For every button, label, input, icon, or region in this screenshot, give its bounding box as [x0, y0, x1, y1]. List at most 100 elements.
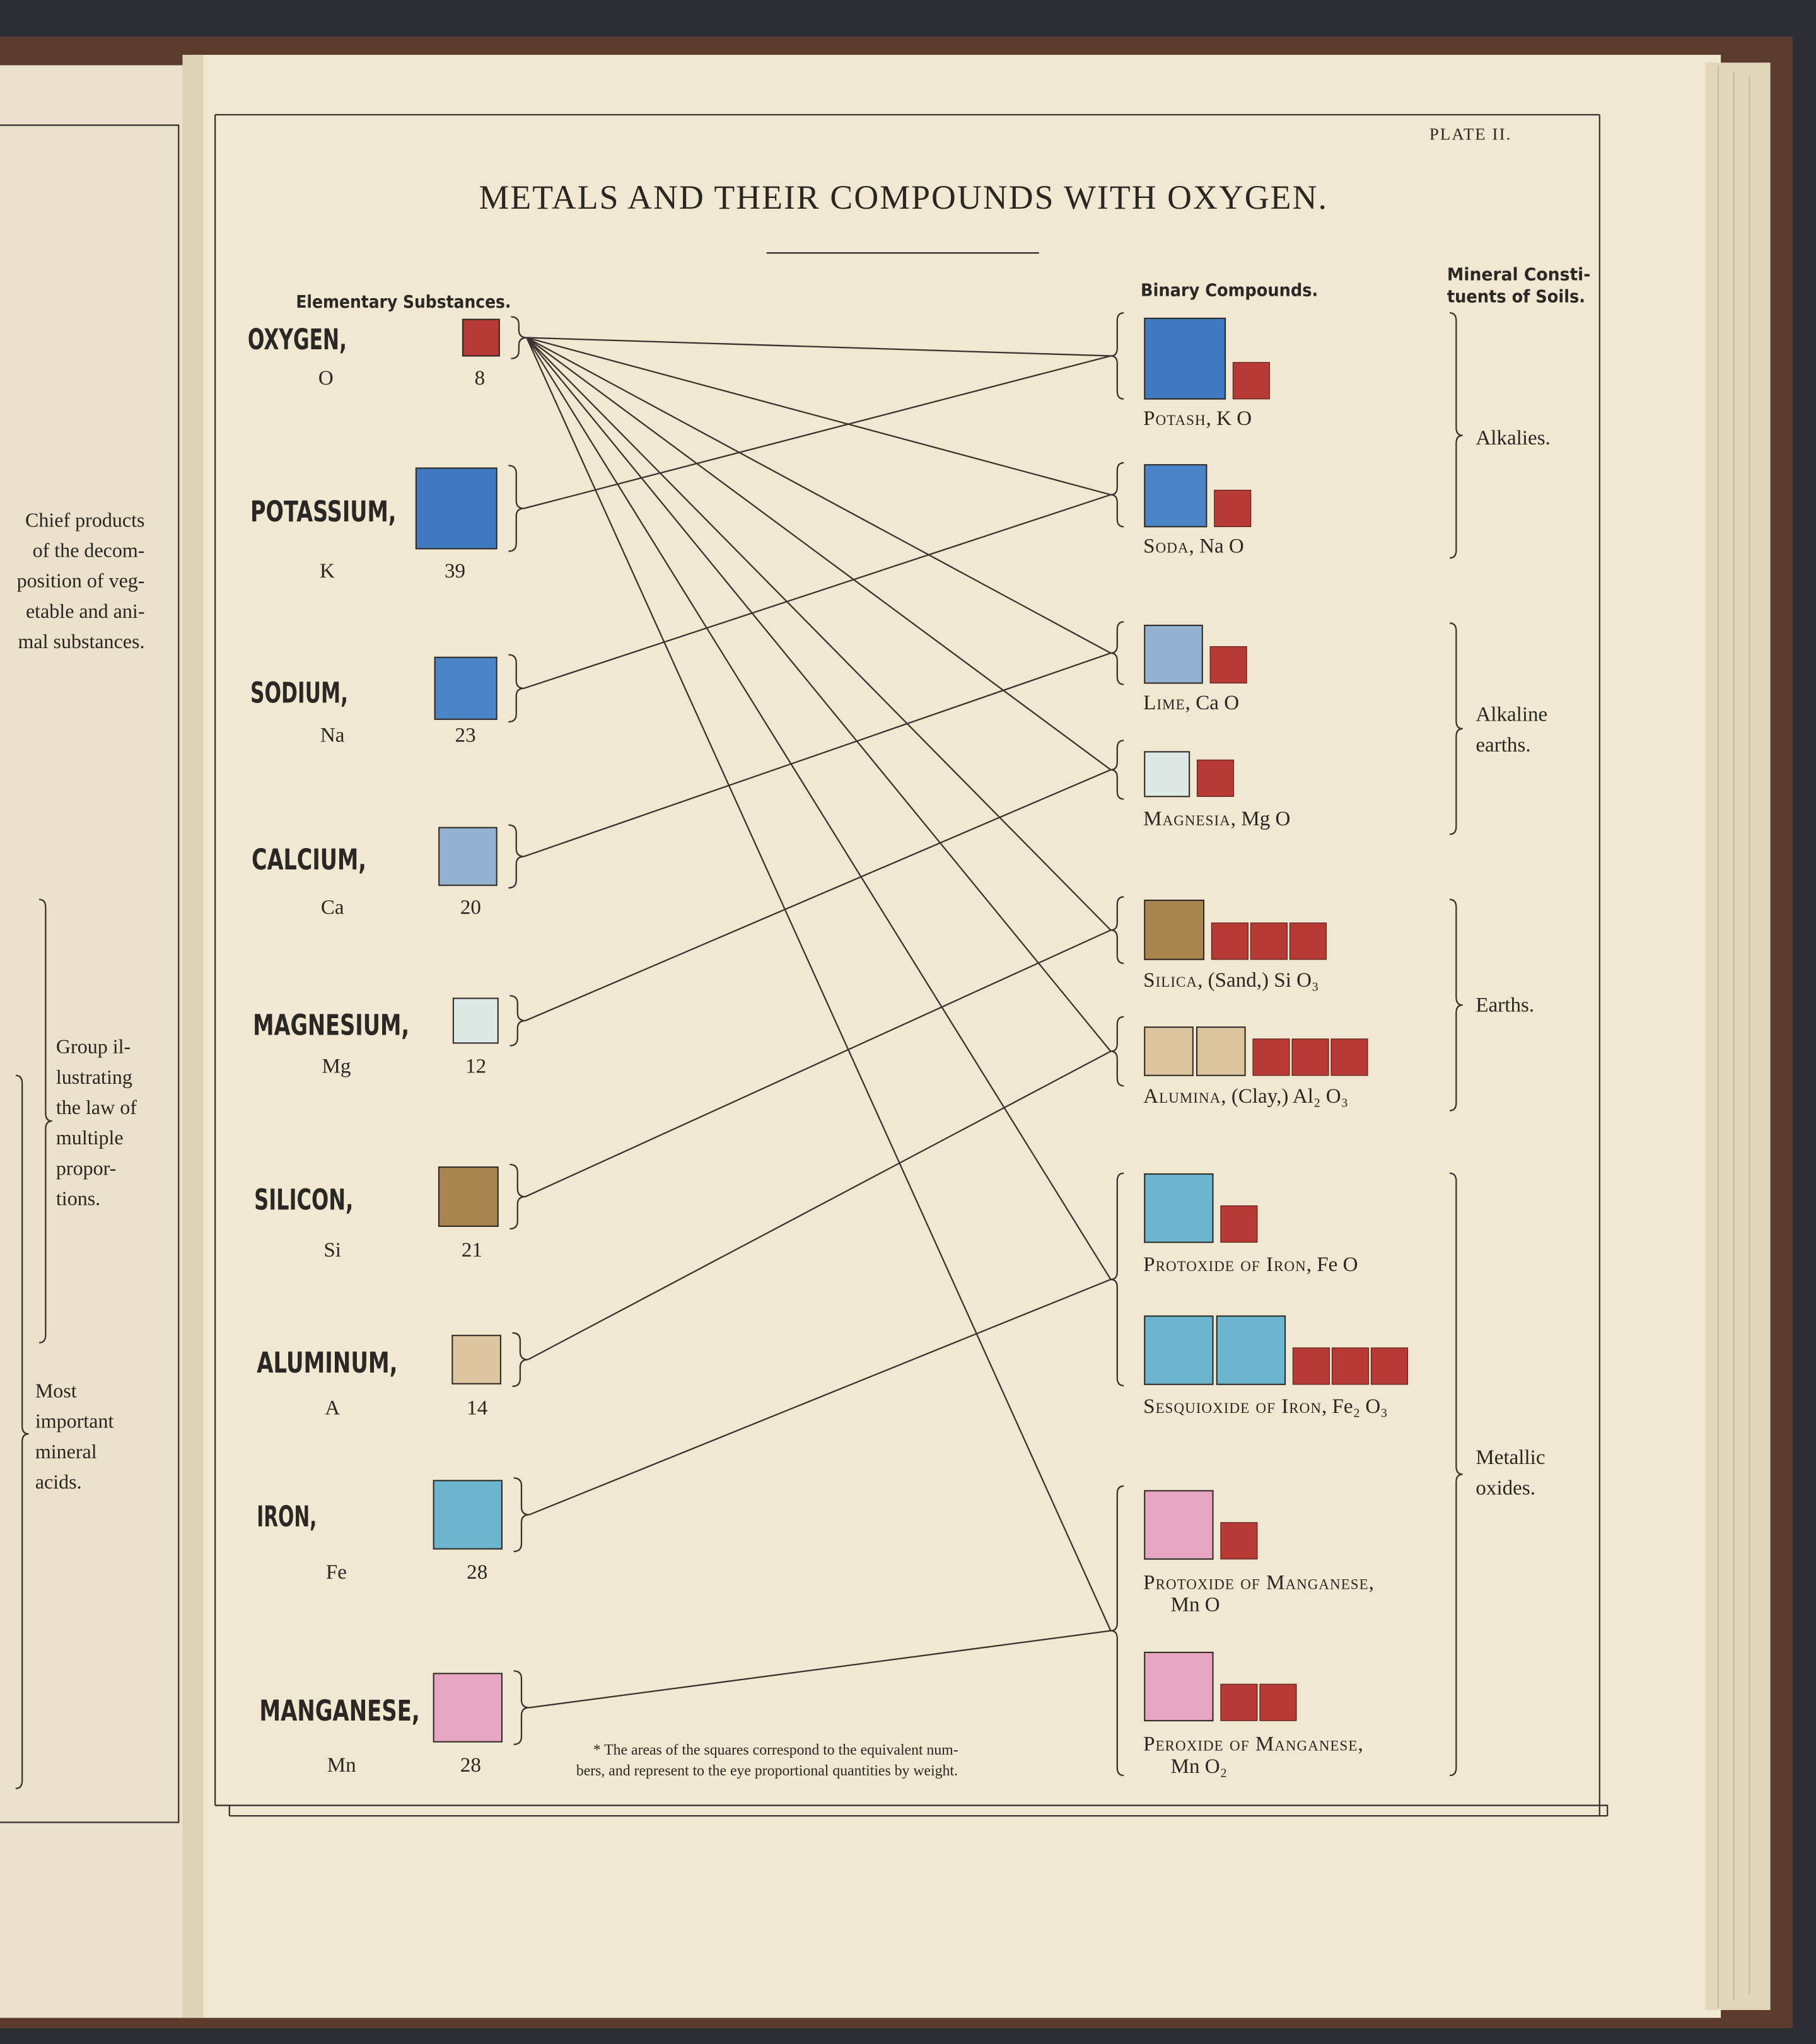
margin-note: important: [35, 1410, 114, 1432]
compound-label: Magnesia, Mg O: [1143, 808, 1290, 830]
compound-metal-square: [1196, 1026, 1246, 1076]
compound-label: Protoxide of Iron, Fe O: [1143, 1253, 1358, 1276]
left-brace: [15, 1074, 29, 1789]
element-square: [438, 827, 498, 886]
connector: [529, 1630, 1111, 1709]
connector: [525, 929, 1111, 1198]
compound-metal-square: [1144, 1026, 1194, 1076]
compound-label: Potash, K O: [1143, 407, 1252, 430]
margin-note: etable and ani-: [26, 600, 145, 622]
margin-note: multiple: [56, 1126, 124, 1149]
compound-label: Alumina, (Clay,) Al₂ O₃: [1143, 1085, 1348, 1108]
element-name: CALCIUM,: [252, 843, 366, 876]
compound-metal-square: [1144, 317, 1226, 400]
connector: [523, 652, 1111, 857]
plate-number: PLATE II.: [1429, 124, 1512, 143]
left-page-frame: [0, 124, 180, 1823]
element-name: ALUMINUM,: [257, 1346, 397, 1379]
equivalent-number: 20: [460, 896, 481, 919]
page-edges: [1705, 62, 1771, 2011]
compound-label: Protoxide of Manganese,: [1143, 1571, 1374, 1594]
margin-note: acids.: [35, 1470, 82, 1493]
connector: [526, 337, 1112, 931]
compound-label: Lime, Ca O: [1143, 692, 1239, 714]
element-name: OXYGEN,: [248, 323, 347, 356]
element-name: IRON,: [257, 1500, 317, 1533]
compound-metal-square: [1144, 1173, 1214, 1243]
element-name: POTASSIUM,: [250, 495, 397, 528]
compound-metal-square: [1144, 1315, 1214, 1385]
element-square: [438, 1166, 499, 1227]
connector: [523, 494, 1111, 689]
element-symbol: Na: [320, 724, 345, 746]
brace: [1449, 898, 1463, 1112]
header: Elementary Substances.: [296, 291, 511, 312]
element-symbol: Ca: [321, 896, 344, 919]
element-symbol: O: [318, 367, 334, 390]
compound-oxygen-square: [1292, 1347, 1330, 1385]
connector: [526, 337, 1112, 1280]
compound-oxygen-square: [1250, 922, 1288, 960]
header: Mineral Consti-: [1447, 264, 1590, 285]
header: Binary Compounds.: [1141, 279, 1318, 300]
compound-label: Mn O: [1171, 1594, 1220, 1617]
connector: [526, 337, 1112, 770]
group-label: Earths.: [1476, 994, 1534, 1016]
compound-metal-square: [1144, 464, 1208, 528]
equivalent-number: 28: [460, 1754, 481, 1777]
element-square: [451, 1335, 501, 1385]
compound-metal-square: [1144, 751, 1190, 798]
equivalent-number: 39: [445, 560, 465, 583]
brace: [1449, 312, 1463, 559]
compound-oxygen-square: [1370, 1347, 1409, 1385]
compound-metal-square: [1144, 624, 1203, 684]
margin-note: Chief products: [25, 508, 144, 531]
compound-label: Peroxide of Manganese,: [1143, 1733, 1363, 1756]
group-label: Metallic: [1476, 1446, 1545, 1469]
compound-label: Silica, (Sand,) Si O₃: [1143, 969, 1318, 992]
element-symbol: Si: [323, 1239, 341, 1262]
right-page: [192, 54, 1721, 2018]
equivalent-number: 8: [475, 367, 486, 390]
element-square: [452, 997, 499, 1044]
compound-oxygen-square: [1259, 1683, 1297, 1721]
connector: [528, 1279, 1111, 1516]
element-square: [433, 1480, 503, 1550]
footnote: bers, and represent to the eye proportio…: [576, 1763, 958, 1779]
gutter: [182, 54, 204, 2018]
margin-note: mineral: [35, 1440, 97, 1463]
connector: [526, 337, 1112, 1052]
margin-note: propor-: [56, 1156, 116, 1179]
compound-oxygen-square: [1232, 362, 1270, 400]
element-square: [433, 1673, 503, 1743]
element-name: SODIUM,: [250, 676, 348, 709]
element-symbol: Fe: [326, 1561, 347, 1584]
margin-note: lustrating: [56, 1066, 132, 1088]
margin-note: of the decom-: [33, 539, 145, 562]
equivalent-number: 28: [467, 1561, 487, 1584]
compound-oxygen-square: [1220, 1205, 1258, 1243]
compound-oxygen-square: [1211, 922, 1248, 960]
connector: [526, 337, 1112, 654]
compound-oxygen-square: [1331, 1347, 1370, 1385]
equivalent-number: 21: [462, 1239, 482, 1262]
connector: [526, 337, 1112, 1631]
connector: [523, 355, 1111, 509]
plate-frame: [214, 113, 1609, 1817]
compound-metal-square: [1216, 1315, 1286, 1385]
margin-note: tions.: [56, 1187, 100, 1209]
compound-metal-square: [1144, 1651, 1214, 1722]
compound-oxygen-square: [1214, 489, 1252, 527]
margin-note: the law of: [56, 1096, 137, 1118]
group-label: earths.: [1476, 734, 1530, 757]
element-name: SILICON,: [254, 1183, 353, 1217]
compound-oxygen-square: [1291, 1038, 1329, 1076]
element-name: MANGANESE,: [259, 1694, 419, 1728]
compound-metal-square: [1144, 1490, 1214, 1560]
element-symbol: Mg: [322, 1055, 351, 1078]
left-page: [0, 65, 199, 2018]
compound-metal-square: [1144, 899, 1205, 960]
title: METALS AND THEIR COMPOUNDS WITH OXYGEN.: [479, 178, 1328, 216]
margin-note: Most: [35, 1379, 77, 1402]
